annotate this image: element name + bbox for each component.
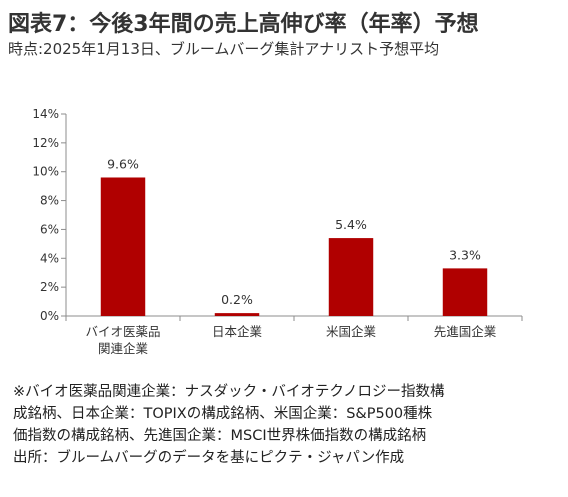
y-tick-label: 14% (32, 107, 59, 121)
footnote-line: ※バイオ医薬品関連企業：ナスダック・バイオテクノロジー指数構 (13, 384, 445, 400)
y-tick-label: 0% (40, 309, 59, 323)
y-tick-label: 8% (40, 194, 59, 208)
bar (214, 313, 260, 316)
bars: 9.6% 0.2% 5.4% 3.3% (100, 156, 488, 316)
chart-title: 図表7：今後3年間の売上高伸び率（年率）予想 (8, 12, 479, 37)
chart-subtitle: 時点:2025年1月13日、ブルームバーグ集計アナリスト予想平均 (8, 40, 440, 58)
data-label: 5.4% (335, 217, 367, 232)
y-tick-label: 12% (32, 136, 59, 150)
bar (328, 238, 374, 316)
bar (100, 177, 146, 316)
bar (442, 268, 488, 316)
footnotes: ※バイオ医薬品関連企業：ナスダック・バイオテクノロジー指数構 成銘柄、日本企業：… (13, 381, 558, 469)
category-label: 関連企業 (98, 341, 149, 356)
bar-chart: 0% 2% 4% 6% 8% 10% 12% 14% バイオ医薬品関連企業 日本企業 米国企業 先進… (32, 107, 523, 356)
y-axis: 0% 2% 4% 6% 8% 10% 12% 14% (32, 107, 67, 323)
y-tick-label: 2% (40, 280, 59, 294)
category-label: バイオ医薬品 (85, 324, 160, 339)
y-tick-label: 4% (40, 251, 59, 265)
data-label: 0.2% (221, 292, 253, 307)
data-label: 9.6% (107, 156, 139, 171)
y-tick-label: 6% (40, 222, 59, 236)
category-label: 先進国企業 (434, 324, 497, 339)
footnote-line: 価指数の構成銘柄、先進国企業：MSCI世界株価指数の構成銘柄 (13, 428, 427, 444)
footnote-line: 成銘柄、日本企業：TOPIXの構成銘柄、米国企業：S&P500種株 (13, 406, 433, 422)
category-label: 日本企業 (212, 324, 263, 339)
footnote-line: 出所：ブルームバーグのデータを基にピクテ・ジャパン作成 (13, 450, 405, 466)
data-label: 3.3% (449, 247, 481, 262)
y-tick-label: 10% (32, 165, 59, 179)
x-axis: バイオ医薬品関連企業 日本企業 米国企業 先進国企業 (65, 315, 523, 356)
category-label: 米国企業 (326, 324, 377, 339)
